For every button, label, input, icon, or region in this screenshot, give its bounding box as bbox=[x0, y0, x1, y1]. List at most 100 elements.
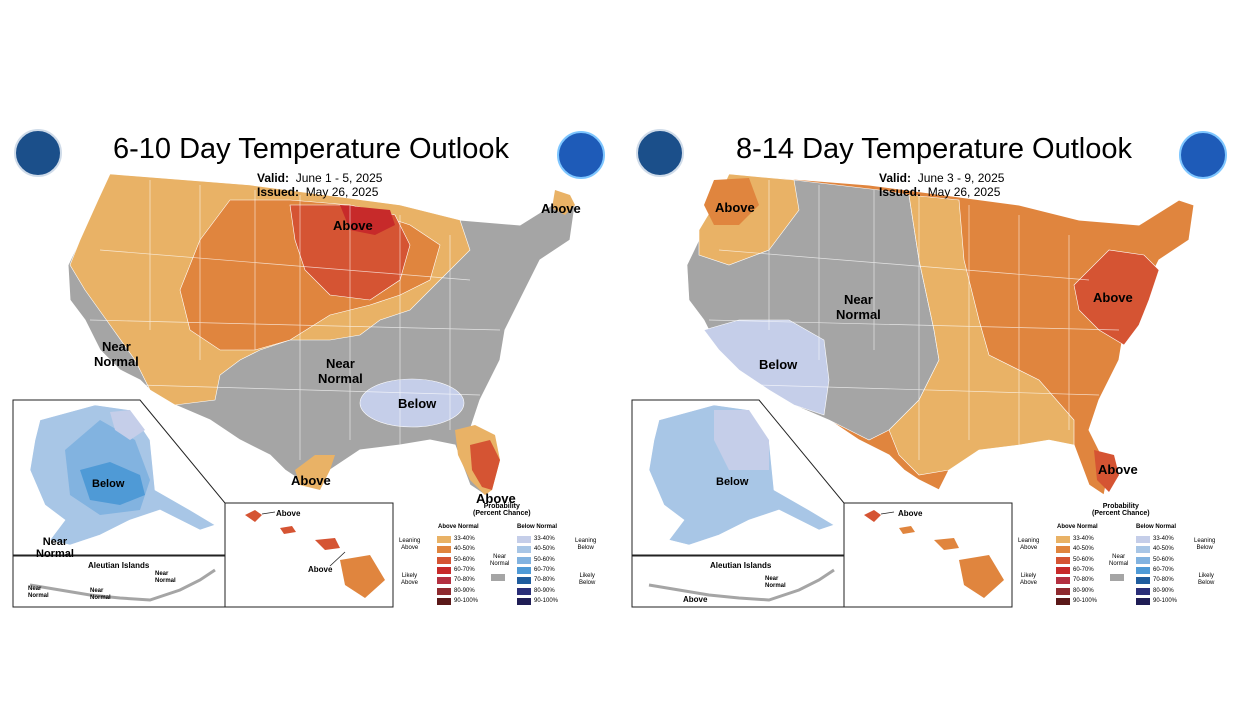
left-legend-range-label: 60-70% bbox=[534, 566, 555, 573]
left-tx-above-region bbox=[295, 455, 335, 490]
right-legend-above-normal: Above Normal bbox=[1057, 524, 1098, 530]
noaa-logo-icon bbox=[557, 131, 605, 179]
left-legend-range-label: 70-80% bbox=[534, 577, 555, 584]
left-map-graphic bbox=[12, 173, 576, 608]
right-map-graphic bbox=[631, 173, 1195, 608]
label-below: Below bbox=[398, 396, 437, 411]
left-valid-label: Valid: bbox=[257, 171, 290, 185]
left-legend-leaning-above: Leaning Above bbox=[399, 538, 421, 551]
label-near-normal-west: Near Normal bbox=[94, 339, 139, 369]
right-legend-swatch-a1 bbox=[1056, 536, 1070, 543]
right-legend-swatch-a7 bbox=[1056, 597, 1070, 605]
label-alaska-below: Below bbox=[92, 478, 125, 490]
right-legend-below-normal: Below Normal bbox=[1136, 524, 1177, 530]
left-legend-swatch-b3 bbox=[517, 556, 531, 564]
label-aleutian-near: Near Normal bbox=[765, 576, 786, 589]
right-legend-swatch-b4 bbox=[1136, 566, 1150, 574]
left-valid-value: June 1 - 5, 2025 bbox=[295, 171, 383, 185]
left-legend: Probability (Percent Chance) Above Norma… bbox=[395, 503, 617, 607]
left-legend-range-label: 80-90% bbox=[534, 587, 555, 594]
left-legend-near-normal-swatch bbox=[491, 574, 505, 581]
left-page-title: 6-10 Day Temperature Outlook bbox=[113, 133, 510, 165]
left-legend-range-label: 50-60% bbox=[454, 556, 475, 563]
right-legend-swatch-b7 bbox=[1136, 597, 1150, 605]
left-legend-swatch-a1 bbox=[437, 536, 451, 543]
right-issued-line: Issued: May 26, 2025 bbox=[879, 185, 1000, 199]
right-legend-swatch-a2 bbox=[1056, 546, 1070, 554]
label-aleutian-near-1: Near Normal bbox=[28, 586, 49, 599]
right-legend-swatch-a6 bbox=[1056, 587, 1070, 595]
right-legend-near-normal-swatch bbox=[1110, 574, 1124, 581]
right-hawaii-kauai bbox=[864, 510, 881, 522]
label-above-florida: Above bbox=[1098, 462, 1138, 477]
right-legend-swatch-b6 bbox=[1136, 587, 1150, 595]
right-below-region bbox=[703, 319, 830, 416]
left-fl-above-50-region bbox=[470, 440, 500, 490]
left-hawaii-oahu bbox=[280, 526, 296, 534]
right-hawaii-big-island bbox=[959, 555, 1004, 598]
right-hawaii-maui bbox=[934, 538, 959, 550]
left-issued-label: Issued: bbox=[257, 185, 300, 199]
right-legend-range-label: 70-80% bbox=[1153, 577, 1174, 584]
right-legend-likely-above: Likely Above bbox=[1020, 573, 1038, 586]
right-legend-range-label: 90-100% bbox=[1073, 597, 1098, 604]
left-state-lines bbox=[89, 180, 501, 460]
left-legend-swatch-a4 bbox=[437, 566, 451, 574]
label-hawaii-above-2: Above bbox=[308, 565, 333, 574]
left-legend-above-normal: Above Normal bbox=[438, 524, 479, 530]
right-legend-range-label: 80-90% bbox=[1153, 587, 1174, 594]
right-legend-range-label: 40-50% bbox=[1073, 546, 1094, 553]
right-leaning-above-band bbox=[888, 194, 1075, 476]
right-legend-leaning-above: Leaning Above bbox=[1018, 538, 1040, 551]
left-hawaii-big-island bbox=[340, 555, 385, 598]
left-legend-swatch-a6 bbox=[437, 587, 451, 595]
right-legend-swatch-b2 bbox=[1136, 546, 1150, 554]
right-valid-label: Valid: bbox=[879, 171, 912, 185]
right-legend-probability: Probability (Percent Chance) bbox=[1092, 503, 1150, 517]
left-legend-range-label: 50-60% bbox=[534, 556, 555, 563]
right-legend-swatch-b3 bbox=[1136, 556, 1150, 564]
label-above-northeast: Above bbox=[1093, 290, 1133, 305]
left-legend-range-label: 60-70% bbox=[454, 566, 475, 573]
right-legend-swatch-a4 bbox=[1056, 566, 1070, 574]
left-legend-likely-above: Likely Above bbox=[401, 573, 419, 586]
right-alaska-leaning-below bbox=[714, 410, 769, 470]
left-legend-swatch-b4 bbox=[517, 566, 531, 574]
right-legend-swatch-b1 bbox=[1136, 536, 1150, 543]
left-legend-swatch-a5 bbox=[437, 577, 451, 585]
left-legend-swatch-b2 bbox=[517, 546, 531, 554]
right-legend-range-label: 90-100% bbox=[1153, 597, 1178, 604]
left-legend-swatch-a7 bbox=[437, 597, 451, 605]
right-legend-swatch-b5 bbox=[1136, 577, 1150, 585]
left-legend-range-label: 33-40% bbox=[534, 536, 555, 542]
label-alaska-below: Below bbox=[716, 476, 749, 488]
left-legend-range-label: 33-40% bbox=[454, 536, 475, 542]
right-legend-range-label: 70-80% bbox=[1073, 577, 1094, 584]
left-legend-probability: Probability (Percent Chance) bbox=[473, 503, 531, 517]
left-legend-near-normal: Near Normal bbox=[490, 554, 510, 567]
left-legend-range-label: 90-100% bbox=[454, 597, 479, 604]
right-state-lines bbox=[708, 180, 1120, 460]
label-hawaii-above-1: Above bbox=[276, 509, 301, 518]
left-aleutian-chain bbox=[29, 568, 216, 602]
label-near-normal-central: Near Normal bbox=[318, 356, 363, 386]
label-above-north: Above bbox=[333, 218, 373, 233]
left-legend-leaning-below: Leaning Below bbox=[575, 538, 597, 551]
label-hawaii-above: Above bbox=[898, 509, 923, 518]
right-page-title: 8-14 Day Temperature Outlook bbox=[736, 133, 1133, 165]
label-above-northwest: Above bbox=[715, 200, 755, 215]
right-outlook-panel: 8-14 Day Temperature Outlook Valid: June… bbox=[619, 0, 1237, 708]
left-ne-above-region bbox=[552, 190, 575, 215]
left-legend-range-label: 40-50% bbox=[534, 546, 555, 553]
right-legend-range-label: 33-40% bbox=[1153, 536, 1174, 542]
label-near-normal: Near Normal bbox=[836, 292, 881, 322]
right-ne-above-50 bbox=[1073, 249, 1160, 346]
label-above-texas: Above bbox=[291, 473, 331, 488]
right-legend-leaning-below: Leaning Below bbox=[1194, 538, 1216, 551]
right-aleutian-title: Aleutian Islands bbox=[710, 561, 772, 570]
left-hawaii-kauai bbox=[245, 510, 262, 522]
left-valid-line: Valid: June 1 - 5, 2025 bbox=[257, 171, 382, 185]
right-legend-likely-below: Likely Below bbox=[1198, 573, 1215, 586]
right-nw-above-40 bbox=[704, 178, 759, 225]
left-legend-range-label: 80-90% bbox=[454, 587, 475, 594]
